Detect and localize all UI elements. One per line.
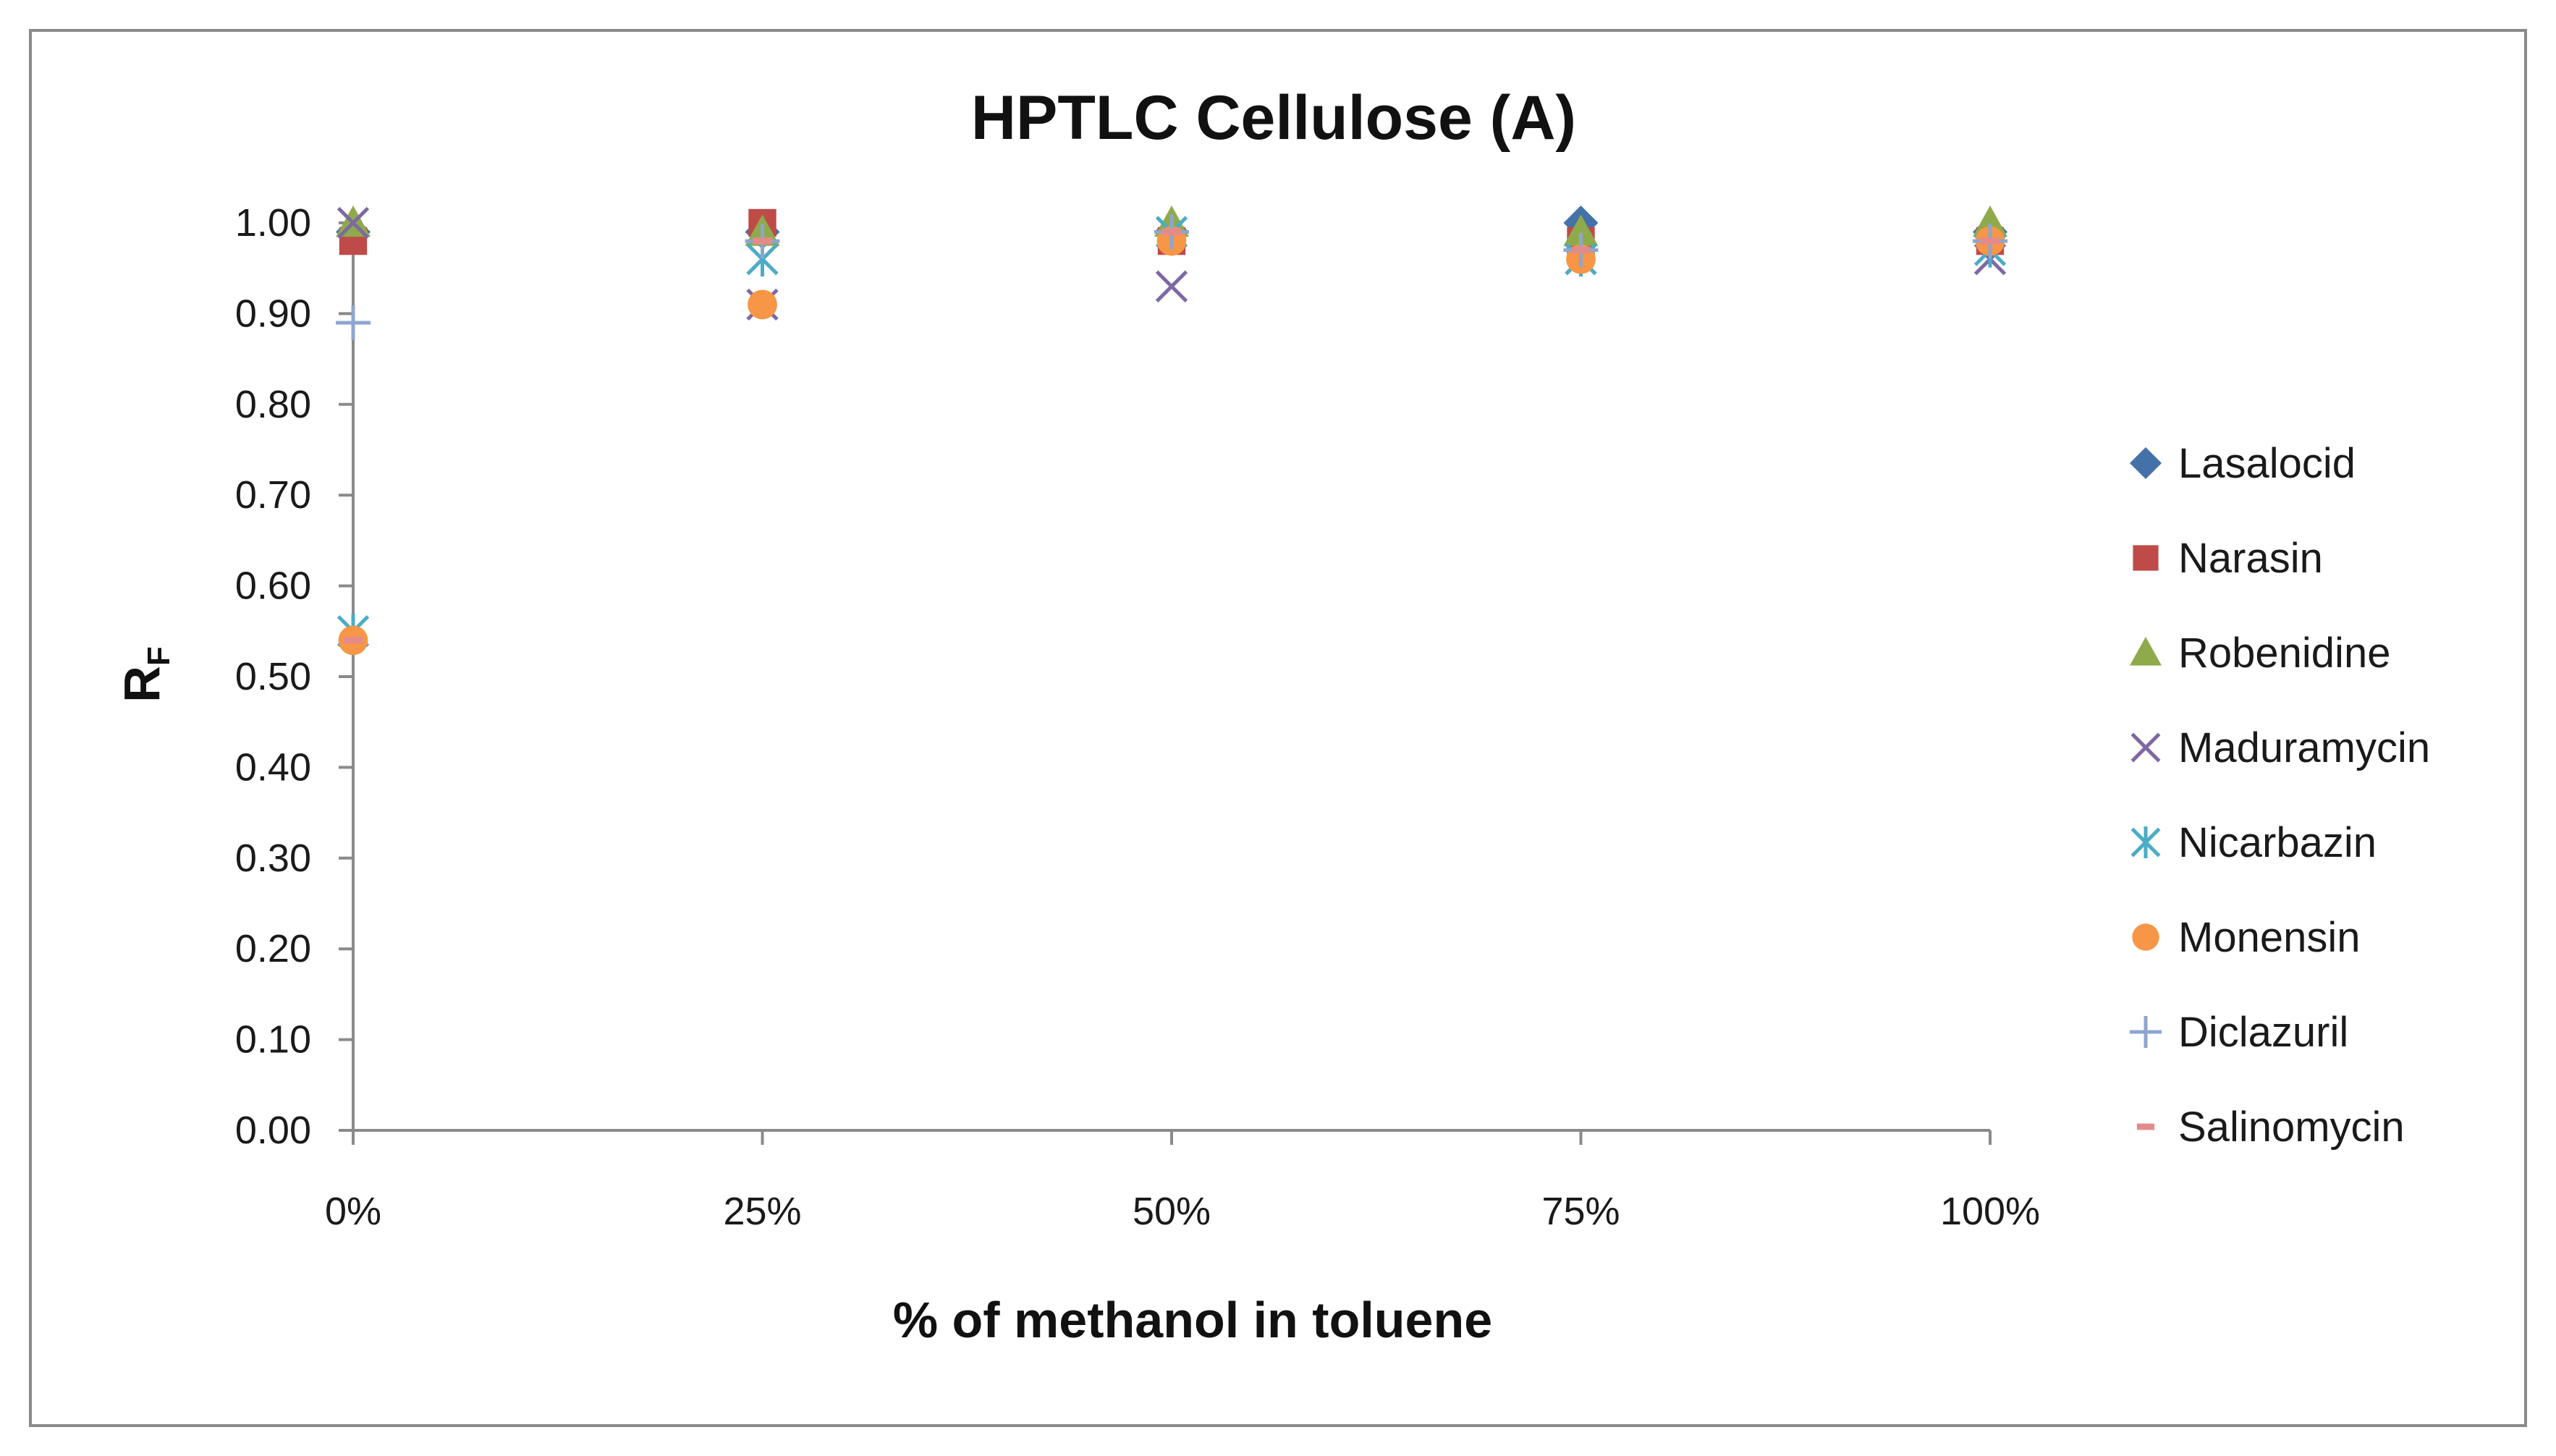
y-axis-title-subscript: F <box>141 646 177 666</box>
axes <box>339 208 1992 1145</box>
legend-label-monensin: Monensin <box>2178 914 2360 961</box>
x-tick-label: 50% <box>1133 1190 1211 1233</box>
legend-marker-narasin <box>2133 545 2159 571</box>
data-point-salinomycin <box>753 237 772 245</box>
x-tick-labels: 0% 25% 50% 75% 100% <box>325 1190 2040 1233</box>
x-tick-label: 0% <box>325 1190 381 1233</box>
chart-title: HPTLC Cellulose (A) <box>971 83 1576 153</box>
legend-label-diclazuril: Diclazuril <box>2178 1009 2348 1056</box>
y-tick-labels: 0.00 0.10 0.20 0.30 0.40 0.50 0.60 0.70 0.80 0.90… <box>235 201 311 1152</box>
y-tick-label: 0.50 <box>235 655 311 698</box>
legend-label-robenidine: Robenidine <box>2178 630 2390 677</box>
y-axis-title: RF <box>114 646 177 702</box>
x-tick-label: 100% <box>1940 1190 2040 1233</box>
data-point-maduramycin <box>337 206 370 240</box>
legend-marker-salinomycin <box>2136 1123 2155 1130</box>
y-tick-label: 0.00 <box>235 1109 311 1152</box>
y-tick-label: 0.80 <box>235 383 311 426</box>
legend-marker-maduramycin <box>2130 732 2161 763</box>
data-point-salinomycin <box>1980 237 2000 245</box>
legend-marker-diclazuril <box>2130 1016 2162 1048</box>
svg-text:RF: RF <box>114 646 177 702</box>
data-point-maduramycin <box>1155 270 1188 302</box>
y-tick-label: 0.90 <box>235 292 311 335</box>
data-point-salinomycin <box>343 637 363 644</box>
chart-border <box>29 29 2527 1427</box>
legend-marker-monensin <box>2132 923 2159 951</box>
y-tick-label: 0.20 <box>235 927 311 970</box>
legend-label-lasalocid: Lasalocid <box>2178 440 2356 487</box>
data-point-diclazuril <box>336 305 371 340</box>
y-tick-label: 0.30 <box>235 837 311 880</box>
x-axis-title: % of methanol in toluene <box>893 1292 1492 1348</box>
data-point-salinomycin <box>1571 246 1591 254</box>
data-points <box>336 206 2007 656</box>
y-tick-label: 1.00 <box>235 201 311 245</box>
y-axis-title-main: R <box>114 666 170 703</box>
y-tick-label: 0.60 <box>235 564 311 608</box>
legend: Lasalocid Narasin Robenidine Maduramycin Nic… <box>2130 440 2430 1151</box>
y-tick-label: 0.70 <box>235 473 311 517</box>
legend-label-maduramycin: Maduramycin <box>2178 724 2430 771</box>
legend-marker-robenidine <box>2130 637 2162 666</box>
data-point-monensin <box>748 289 777 320</box>
x-tick-label: 25% <box>723 1190 801 1233</box>
legend-marker-lasalocid <box>2130 447 2162 479</box>
data-point-robenidine <box>1563 214 1599 246</box>
legend-label-narasin: Narasin <box>2178 535 2323 582</box>
x-tick-label: 75% <box>1541 1190 1620 1233</box>
y-tick-label: 0.40 <box>235 745 311 789</box>
legend-marker-nicarbazin <box>2130 826 2161 858</box>
legend-label-nicarbazin: Nicarbazin <box>2178 819 2377 866</box>
data-point-robenidine <box>1973 206 2007 237</box>
data-point-salinomycin <box>1161 228 1182 236</box>
y-tick-label: 0.10 <box>235 1018 311 1062</box>
legend-label-salinomycin: Salinomycin <box>2178 1104 2405 1151</box>
